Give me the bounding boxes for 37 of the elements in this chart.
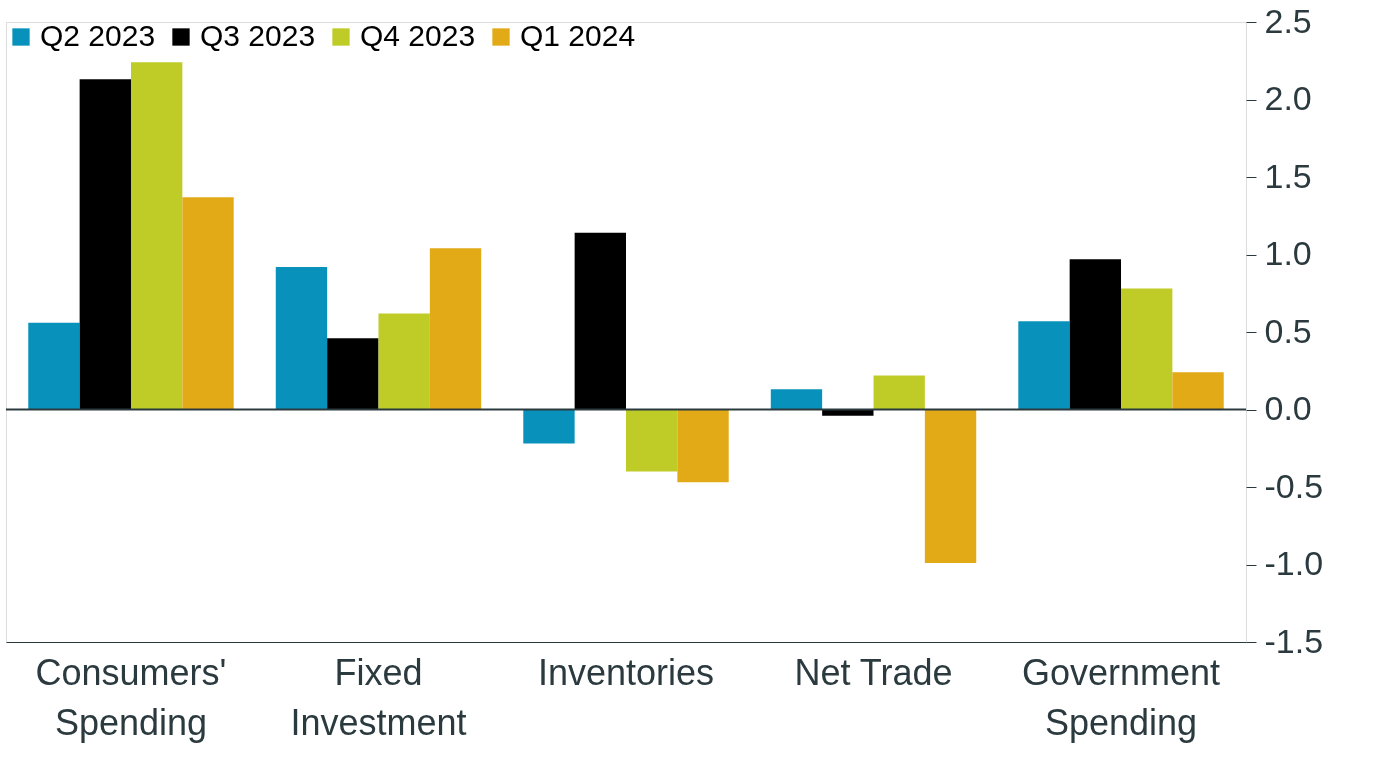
y-tick-label: -1.5 <box>1264 621 1324 660</box>
bar <box>626 409 678 472</box>
bar <box>1172 372 1224 410</box>
y-tick-label: -1.0 <box>1264 544 1324 582</box>
x-tick-label: Government Spending <box>1021 651 1221 743</box>
y-tick-label: 0.0 <box>1264 389 1312 427</box>
legend-label: Q3 2023 <box>200 19 316 52</box>
y-tick-label: 2.0 <box>1264 79 1312 117</box>
bar <box>523 409 575 444</box>
x-tick-label: Consumers' Spending <box>35 651 227 743</box>
legend-label: Q1 2024 <box>520 19 636 52</box>
legend-label: Q4 2023 <box>360 19 476 52</box>
x-tick-label: Net Trade <box>794 651 953 693</box>
y-tick-label: 2.5 <box>1264 1 1312 40</box>
legend-label: Q2 2023 <box>40 19 156 52</box>
y-tick-label: 1.0 <box>1264 234 1312 272</box>
y-tick-label: 0.5 <box>1264 311 1312 350</box>
bar <box>677 409 729 483</box>
bar <box>1069 259 1122 410</box>
bar <box>1121 288 1173 410</box>
bar <box>378 313 430 410</box>
bar <box>275 266 328 410</box>
bar <box>574 232 626 410</box>
bar <box>770 389 823 410</box>
bar <box>429 248 482 410</box>
bar <box>79 79 131 410</box>
bar <box>182 197 234 410</box>
x-tick-label: Fixed Investment <box>290 651 467 743</box>
y-tick-label: 1.5 <box>1264 156 1312 195</box>
x-tick-label: Inventories <box>537 651 715 693</box>
bar <box>873 375 925 410</box>
bar <box>327 338 379 410</box>
y-tick-label: -0.5 <box>1264 466 1324 505</box>
bar <box>130 62 183 410</box>
bar <box>28 322 80 410</box>
bar <box>924 409 977 563</box>
bar <box>1018 321 1070 410</box>
